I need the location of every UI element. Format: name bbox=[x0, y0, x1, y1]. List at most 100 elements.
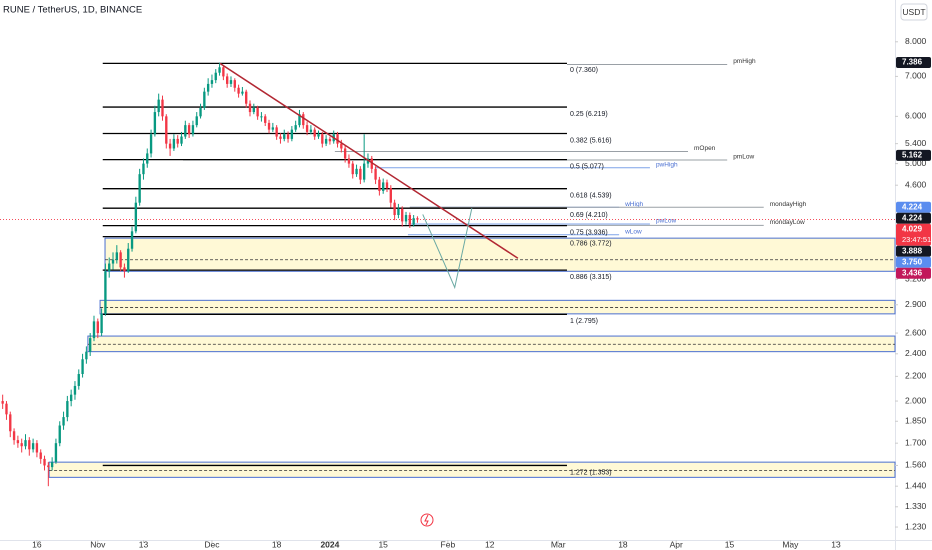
x-tick-label: Feb bbox=[441, 539, 456, 549]
y-tick-label: 1.440 bbox=[905, 480, 927, 490]
candle-body bbox=[20, 443, 23, 447]
candle-body bbox=[149, 134, 153, 154]
price-tag bbox=[896, 56, 931, 68]
y-tick-label: 4.600 bbox=[905, 179, 927, 189]
candle-body bbox=[355, 168, 358, 175]
price-tag bbox=[896, 256, 931, 268]
candle-body bbox=[138, 174, 141, 203]
level-label: mOpen bbox=[694, 145, 716, 152]
candle-body bbox=[172, 138, 176, 149]
candle-body bbox=[370, 158, 373, 169]
price-tag bbox=[896, 223, 931, 246]
candle-body bbox=[245, 91, 248, 104]
candle-body bbox=[195, 116, 198, 126]
candle-body bbox=[401, 208, 404, 222]
fib-label: 1 (2.795) bbox=[570, 318, 598, 325]
x-tick-label: 12 bbox=[485, 539, 495, 549]
level-label: mondayLow bbox=[770, 219, 805, 226]
price-tag-label: 3.750 bbox=[902, 257, 923, 266]
currency-box[interactable] bbox=[900, 3, 928, 21]
candle-body bbox=[286, 134, 290, 139]
candle-body bbox=[100, 313, 103, 334]
candle-body bbox=[336, 134, 339, 144]
candle-body bbox=[153, 112, 157, 135]
x-tick-label: 15 bbox=[378, 539, 388, 549]
candle-body bbox=[191, 125, 195, 135]
zone bbox=[48, 461, 896, 478]
candle-body bbox=[416, 218, 419, 220]
level-label: pwHigh bbox=[656, 161, 678, 168]
price-tag-label: 7.386 bbox=[902, 58, 923, 67]
candle-body bbox=[12, 431, 16, 441]
y-tick-label: 1.230 bbox=[905, 521, 927, 531]
candle-body bbox=[317, 134, 320, 137]
candle-body bbox=[176, 138, 179, 144]
candle-body bbox=[305, 125, 309, 132]
candle-body bbox=[256, 107, 259, 117]
candle-body bbox=[294, 125, 297, 130]
candle-body bbox=[47, 465, 50, 468]
candle-body bbox=[92, 321, 96, 339]
y-tick-label: 1.330 bbox=[905, 501, 927, 511]
candle-body bbox=[130, 231, 134, 249]
y-tick-label: 6.000 bbox=[905, 111, 927, 121]
candle-body bbox=[362, 163, 366, 180]
fib-label: 0.786 (3.772) bbox=[570, 240, 612, 247]
fib-label: 0 (7.360) bbox=[570, 67, 598, 74]
x-tick-label: 15 bbox=[725, 539, 735, 549]
candle-body bbox=[96, 321, 99, 334]
candle-body bbox=[35, 443, 39, 453]
candle-body bbox=[31, 443, 35, 450]
price-tag-label: 4.224 bbox=[902, 213, 923, 222]
chart-title: RUNE / TetherUS, 1D, BINANCE bbox=[3, 5, 142, 16]
x-tick-label: 13 bbox=[139, 539, 149, 549]
price-tag-label: 3.888 bbox=[902, 246, 923, 255]
candle-body bbox=[28, 440, 31, 450]
candle-body bbox=[123, 267, 126, 272]
candle-body bbox=[279, 136, 282, 139]
candle-body bbox=[241, 91, 244, 94]
countdown: 23:47:51 bbox=[902, 235, 931, 244]
candle-body bbox=[184, 125, 187, 137]
candle-body bbox=[146, 153, 149, 164]
fib-label: 0.382 (5.616) bbox=[570, 137, 612, 144]
candle-body bbox=[165, 116, 168, 144]
candle-body bbox=[62, 417, 65, 426]
candle-body bbox=[89, 338, 92, 352]
candle-body bbox=[81, 359, 84, 375]
y-tick-label: 2.600 bbox=[905, 327, 927, 337]
zone bbox=[87, 335, 896, 353]
candle-body bbox=[225, 76, 229, 84]
x-tick-label: 13 bbox=[831, 539, 841, 549]
candle-body bbox=[73, 385, 77, 395]
candle-body bbox=[210, 80, 214, 84]
candle-body bbox=[142, 163, 145, 175]
candle-body bbox=[187, 125, 191, 135]
candle-body bbox=[50, 462, 54, 468]
level-label: mondayHigh bbox=[770, 201, 807, 208]
candle-body bbox=[321, 134, 324, 144]
candle-body bbox=[1, 401, 4, 404]
currency[interactable]: USDT bbox=[902, 7, 925, 17]
candle-body bbox=[397, 208, 400, 216]
candle-body bbox=[66, 401, 69, 418]
price-tag-label: 4.224 bbox=[902, 202, 923, 211]
price-tag bbox=[896, 245, 931, 257]
candle-body bbox=[252, 107, 255, 113]
candle-body bbox=[237, 87, 240, 94]
x-tick-label: Mar bbox=[551, 539, 566, 549]
candle-body bbox=[412, 218, 415, 225]
candle-body bbox=[283, 134, 286, 139]
candle-body bbox=[9, 414, 12, 432]
replay-icon[interactable] bbox=[420, 513, 434, 527]
y-tick-label: 1.560 bbox=[905, 460, 927, 470]
zone bbox=[104, 237, 896, 272]
x-tick-label: May bbox=[782, 539, 799, 549]
level-label: wLow bbox=[624, 228, 642, 235]
candle-body bbox=[313, 129, 316, 137]
candle-body bbox=[328, 138, 332, 142]
price-tag bbox=[896, 267, 931, 279]
level-label: pmLow bbox=[733, 154, 754, 161]
